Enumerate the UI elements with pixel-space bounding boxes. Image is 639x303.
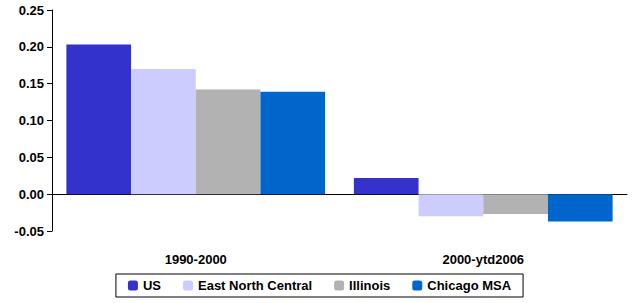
svg-text:-0.05: -0.05 [14, 224, 44, 239]
svg-text:US: US [143, 278, 161, 293]
svg-text:0.05: 0.05 [19, 150, 44, 165]
svg-text:Chicago MSA: Chicago MSA [427, 278, 511, 293]
svg-text:0.15: 0.15 [19, 76, 44, 91]
svg-text:0.20: 0.20 [19, 39, 44, 54]
svg-text:East North Central: East North Central [198, 278, 312, 293]
svg-text:1990-2000: 1990-2000 [165, 252, 227, 267]
svg-text:2000-ytd2006: 2000-ytd2006 [442, 252, 524, 267]
svg-text:0.25: 0.25 [19, 3, 44, 18]
svg-text:0.10: 0.10 [19, 113, 44, 128]
svg-text:Illinois: Illinois [349, 278, 390, 293]
svg-text:0.00: 0.00 [19, 187, 44, 202]
